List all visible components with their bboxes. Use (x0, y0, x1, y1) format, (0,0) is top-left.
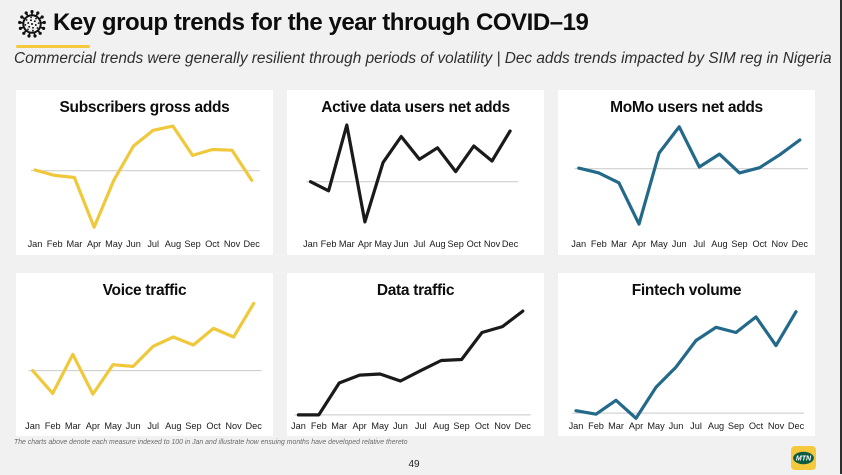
svg-text:Dec: Dec (244, 239, 261, 249)
svg-text:Dec: Dec (788, 421, 805, 431)
svg-text:Oct: Oct (749, 421, 764, 431)
svg-text:Nov: Nov (484, 239, 501, 249)
svg-text:Sep: Sep (448, 239, 464, 249)
svg-text:Dec: Dec (515, 421, 532, 431)
svg-text:Jul: Jul (414, 239, 426, 249)
svg-text:Nov: Nov (225, 421, 242, 431)
svg-text:Jun: Jun (672, 239, 687, 249)
svg-text:Aug: Aug (711, 239, 727, 249)
svg-text:Jul: Jul (690, 421, 702, 431)
svg-text:Sep: Sep (185, 421, 201, 431)
svg-text:Aug: Aug (708, 421, 724, 431)
svg-text:Feb: Feb (321, 239, 337, 249)
svg-text:MTN: MTN (796, 456, 812, 463)
svg-text:Jul: Jul (415, 421, 427, 431)
svg-text:Dec: Dec (246, 421, 263, 431)
svg-text:May: May (371, 421, 389, 431)
svg-text:Jul: Jul (147, 239, 159, 249)
svg-text:Jan: Jan (28, 239, 43, 249)
svg-text:Aug: Aug (433, 421, 449, 431)
svg-text:May: May (104, 421, 122, 431)
svg-text:Feb: Feb (45, 421, 61, 431)
svg-text:Mar: Mar (608, 421, 624, 431)
svg-text:Nov: Nov (494, 421, 511, 431)
svg-text:Oct: Oct (206, 421, 221, 431)
svg-text:Jan: Jan (571, 239, 586, 249)
svg-text:May: May (650, 239, 668, 249)
svg-text:Sep: Sep (731, 239, 747, 249)
svg-text:May: May (374, 239, 392, 249)
svg-text:Jun: Jun (394, 239, 409, 249)
svg-text:Sep: Sep (728, 421, 744, 431)
svg-text:Sep: Sep (453, 421, 469, 431)
svg-text:Nov: Nov (772, 239, 789, 249)
svg-text:May: May (647, 421, 665, 431)
svg-text:Jan: Jan (303, 239, 318, 249)
svg-text:Aug: Aug (429, 239, 445, 249)
svg-text:Jun: Jun (393, 421, 408, 431)
svg-text:Aug: Aug (165, 239, 181, 249)
svg-text:Mar: Mar (339, 239, 355, 249)
svg-text:Aug: Aug (165, 421, 181, 431)
svg-text:Apr: Apr (86, 421, 100, 431)
svg-text:Apr: Apr (632, 239, 646, 249)
svg-text:Jun: Jun (126, 421, 141, 431)
svg-text:Dec: Dec (502, 239, 519, 249)
svg-text:Feb: Feb (311, 421, 327, 431)
svg-text:Apr: Apr (87, 239, 101, 249)
svg-text:Jul: Jul (147, 421, 159, 431)
svg-text:Jan: Jan (25, 421, 40, 431)
svg-text:Sep: Sep (184, 239, 200, 249)
svg-text:Mar: Mar (66, 239, 82, 249)
svg-text:Feb: Feb (591, 239, 607, 249)
svg-text:Jan: Jan (569, 421, 584, 431)
svg-text:Jun: Jun (669, 421, 684, 431)
svg-text:Feb: Feb (47, 239, 63, 249)
svg-text:Oct: Oct (205, 239, 220, 249)
svg-text:Dec: Dec (792, 239, 809, 249)
svg-text:Mar: Mar (331, 421, 347, 431)
svg-text:Feb: Feb (588, 421, 604, 431)
svg-text:May: May (105, 239, 123, 249)
svg-text:Oct: Oct (475, 421, 490, 431)
svg-text:Apr: Apr (352, 421, 366, 431)
svg-text:Jul: Jul (693, 239, 705, 249)
svg-text:Mar: Mar (611, 239, 627, 249)
svg-text:Oct: Oct (752, 239, 767, 249)
svg-text:Jun: Jun (126, 239, 141, 249)
svg-text:Apr: Apr (358, 239, 372, 249)
svg-text:Jan: Jan (291, 421, 306, 431)
svg-text:Nov: Nov (768, 421, 785, 431)
svg-text:Apr: Apr (629, 421, 643, 431)
svg-text:Oct: Oct (467, 239, 482, 249)
svg-text:Mar: Mar (65, 421, 81, 431)
svg-text:Nov: Nov (224, 239, 241, 249)
